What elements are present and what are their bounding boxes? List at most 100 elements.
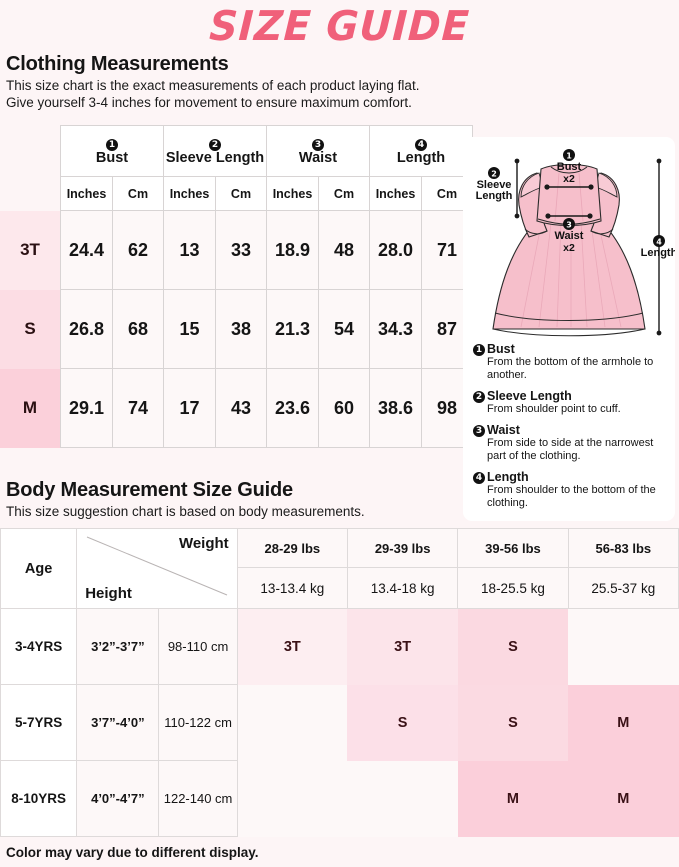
header-weight-lbs-2: 29-39 lbs	[346, 528, 459, 568]
body-measurement-table: Age Weight Height 28-29 lbs 29-39 lbs 39…	[0, 528, 679, 837]
cell-height-in-3-4yrs: 3’2”-3’7”	[76, 608, 160, 685]
body-table-header-row-2: 13-13.4 kg 13.4-18 kg 18-25.5 kg 25.5-37…	[1, 567, 679, 609]
legend-length-desc: From shoulder to the bottom of the cloth…	[487, 484, 656, 509]
header-weight-label: Weight	[178, 535, 229, 552]
dress-diagram-illustration: 1 Bust x2 2 Sleeve Length 3 Waist x2 4 L…	[476, 149, 675, 337]
cell-bust-cm-s: 68	[112, 289, 164, 369]
header-waist: 3 Waist	[266, 125, 370, 177]
clothing-section: Clothing Measurements This size chart is…	[0, 52, 679, 521]
legend-bust-title: 1 Bust	[473, 342, 669, 356]
size-label-3t: 3T	[0, 210, 61, 290]
cell-length-in-3t: 28.0	[369, 210, 422, 290]
cell-rec-r0-c3	[568, 608, 679, 685]
cell-rec-r1-c0	[237, 684, 348, 761]
header-bust-label: Bust	[95, 150, 129, 166]
header-weight-kg-4: 25.5-37 kg	[567, 567, 679, 609]
legend-sleeve-desc: From shoulder point to cuff.	[487, 403, 621, 415]
cell-waist-in-s: 21.3	[266, 289, 319, 369]
table-row: 8-10YRS 4’0”-4’7” 122-140 cm M M	[0, 760, 679, 837]
header-length: 4 Length	[369, 125, 473, 177]
cell-rec-r1-c2: S	[457, 684, 569, 761]
cell-rec-r0-c0: 3T	[237, 608, 348, 685]
legend-bust-desc: From the bottom of the armhole to anothe…	[487, 356, 654, 381]
legend-waist-title: 3 Waist	[473, 423, 669, 437]
circle-number-1-icon: 1	[473, 344, 485, 356]
cell-rec-r2-c1	[347, 760, 458, 837]
circle-number-4-icon: 4	[415, 139, 427, 151]
circle-number-2-icon: 2	[473, 391, 485, 403]
header-height-weight-split: Weight Height	[76, 528, 238, 609]
unit-bust-cm: Cm	[112, 176, 164, 211]
svg-text:Sleeve: Sleeve	[477, 179, 512, 191]
header-weight-lbs-1: 28-29 lbs	[236, 528, 348, 568]
legend-bust-label: Bust	[487, 342, 515, 356]
header-weight-lbs-4: 56-83 lbs	[567, 528, 679, 568]
unit-sleeve-inches: Inches	[163, 176, 216, 211]
circle-number-3-icon: 3	[473, 425, 485, 437]
footer-disclaimer: Color may vary due to different display.	[6, 845, 259, 860]
cell-rec-r0-c1: 3T	[347, 608, 458, 685]
table-row: S 26.8 68 15 38 21.3 54 34.3 87	[0, 289, 473, 369]
cell-rec-r1-c3: M	[568, 684, 679, 761]
circle-number-4-icon	[653, 235, 665, 247]
cell-bust-in-s: 26.8	[60, 289, 113, 369]
title-bar: SIZE GUIDE	[0, 0, 679, 52]
svg-text:Length: Length	[641, 247, 675, 259]
cell-length-in-m: 38.6	[369, 368, 422, 448]
header-bust: 1 Bust	[60, 125, 164, 177]
header-weight-kg-2: 13.4-18 kg	[346, 567, 459, 609]
table-row: 3-4YRS 3’2”-3’7” 98-110 cm 3T 3T S	[0, 608, 679, 685]
table-corner-cell-units	[0, 177, 61, 211]
legend-sleeve-label: Sleeve Length	[487, 389, 572, 403]
svg-text:Length: Length	[476, 190, 513, 202]
cell-bust-in-m: 29.1	[60, 368, 113, 448]
table-header-groups: 1 Bust 2 Sleeve Length 3 Waist 4 Length	[0, 125, 473, 177]
body-measurement-section: Body Measurement Size Guide This size su…	[0, 478, 679, 837]
cell-height-cm-8-10yrs: 122-140 cm	[158, 760, 238, 837]
svg-text:x2: x2	[563, 242, 575, 254]
body-subtitle: This size suggestion chart is based on b…	[6, 504, 365, 519]
cell-waist-cm-3t: 48	[318, 210, 370, 290]
clothing-heading: Clothing Measurements	[6, 53, 229, 75]
cell-rec-r2-c2: M	[457, 760, 569, 837]
cell-age-3-4yrs: 3-4YRS	[0, 608, 78, 685]
svg-text:4: 4	[656, 238, 662, 247]
cell-sleeve-in-s: 15	[163, 289, 216, 369]
header-height-label: Height	[85, 585, 132, 602]
size-label-m: M	[0, 368, 61, 448]
cell-waist-cm-m: 60	[318, 368, 370, 448]
legend-waist-label: Waist	[487, 423, 520, 437]
cell-rec-r2-c0	[237, 760, 348, 837]
circle-number-4-icon: 4	[473, 472, 485, 484]
svg-text:2: 2	[491, 170, 497, 179]
legend-sleeve-title: 2 Sleeve Length	[473, 389, 669, 403]
legend-item-sleeve-length: 2 Sleeve Length From shoulder point to cu…	[473, 389, 669, 416]
page-title: SIZE GUIDE	[208, 2, 471, 50]
cell-rec-r1-c1: S	[347, 684, 458, 761]
legend-item-waist: 3 Waist From side to side at the narrowes…	[473, 423, 669, 463]
unit-waist-inches: Inches	[266, 176, 319, 211]
header-weight-lbs-3: 39-56 lbs	[457, 528, 569, 568]
cell-sleeve-in-3t: 13	[163, 210, 216, 290]
legend-length-title: 4 Length	[473, 470, 669, 484]
table-row: M 29.1 74 17 43 23.6 60 38.6 98	[0, 368, 473, 448]
cell-bust-cm-m: 74	[112, 368, 164, 448]
clothing-measurements-table: 1 Bust 2 Sleeve Length 3 Waist 4 Length …	[0, 125, 473, 448]
table-corner-cell	[0, 126, 61, 177]
circle-number-2-icon	[488, 167, 500, 179]
unit-sleeve-cm: Cm	[215, 176, 267, 211]
cell-sleeve-cm-m: 43	[215, 368, 267, 448]
cell-rec-r2-c3: M	[568, 760, 679, 837]
cell-waist-in-3t: 18.9	[266, 210, 319, 290]
header-waist-label: Waist	[298, 150, 338, 166]
svg-text:3: 3	[566, 221, 572, 230]
circle-number-2-icon: 2	[209, 139, 221, 151]
body-table-header-row-1: Age Weight Height 28-29 lbs 29-39 lbs 39…	[0, 528, 679, 609]
unit-waist-cm: Cm	[318, 176, 370, 211]
legend-item-bust: 1 Bust From the bottom of the armhole to …	[473, 342, 669, 382]
cell-length-in-s: 34.3	[369, 289, 422, 369]
cell-waist-cm-s: 54	[318, 289, 370, 369]
header-age: Age	[0, 528, 78, 609]
clothing-subtitle-line1: This size chart is the exact measurement…	[6, 78, 420, 93]
cell-rec-r0-c2: S	[457, 608, 569, 685]
